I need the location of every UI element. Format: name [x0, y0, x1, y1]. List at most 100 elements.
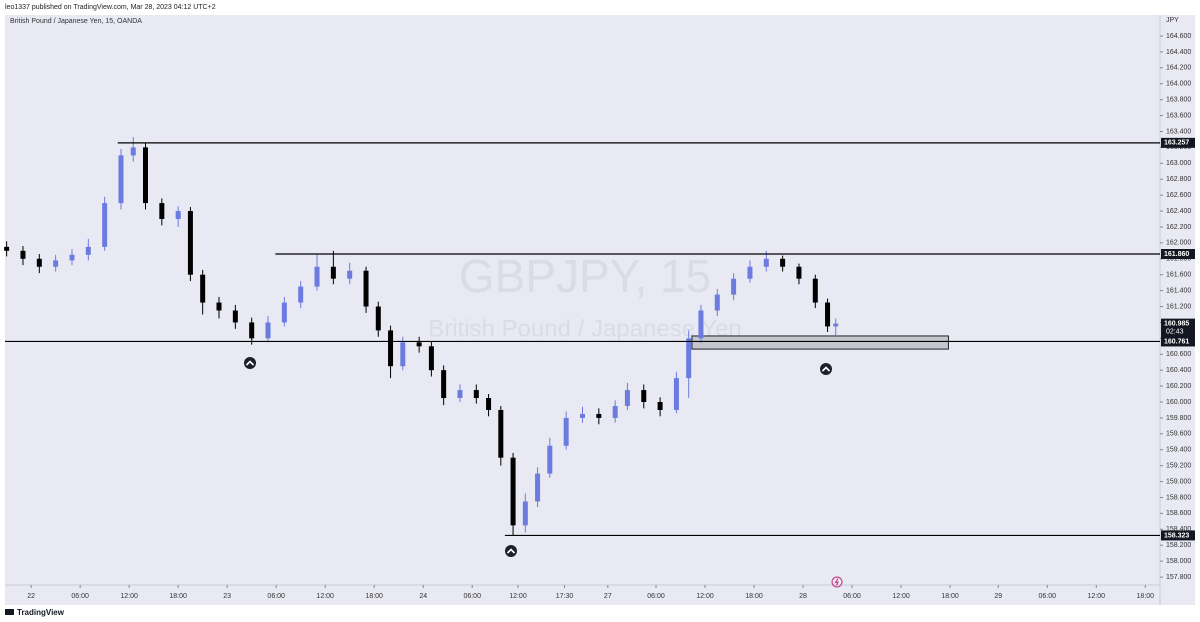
y-tick-label: 163.600 — [1166, 112, 1191, 119]
x-tick-label: 12:00 — [120, 593, 138, 600]
candle-body — [102, 203, 108, 247]
candle-body — [731, 278, 737, 295]
candle-body — [673, 378, 679, 410]
x-tick-label: 23 — [223, 593, 231, 600]
plot — [4, 137, 1160, 537]
y-tick-label: 161.200 — [1166, 303, 1191, 310]
x-tick-label: 18:00 — [1137, 593, 1155, 600]
candle-body — [510, 457, 516, 526]
candle-body — [130, 147, 136, 156]
candle-body — [159, 203, 165, 220]
arrow-marker — [244, 357, 832, 557]
x-tick-label: 18:00 — [365, 593, 383, 600]
y-tick-label: 160.200 — [1166, 383, 1191, 390]
y-tick-label: 160.400 — [1166, 367, 1191, 374]
candle-body — [522, 501, 528, 526]
x-tick-label: 17:30 — [556, 593, 574, 600]
y-tick-label: 159.000 — [1166, 478, 1191, 485]
alert-icon — [831, 576, 843, 588]
x-tick-label: 29 — [994, 593, 1002, 600]
candle-body — [36, 258, 42, 267]
candle-body — [698, 310, 704, 339]
candle-body — [69, 254, 75, 261]
candle-body — [118, 155, 124, 204]
candle-body — [85, 246, 91, 255]
y-axis-label: JPY — [1166, 17, 1179, 24]
x-tick-label: 06:00 — [71, 593, 89, 600]
x-tick-label: 06:00 — [267, 593, 285, 600]
y-tick-label: 162.600 — [1166, 192, 1191, 199]
level-label: 161.860 — [1164, 251, 1189, 258]
level-label-box — [1161, 336, 1195, 347]
x-tick-label: 22 — [27, 593, 35, 600]
y-tick-label: 160.000 — [1166, 399, 1191, 406]
x-tick-label: 18:00 — [941, 593, 959, 600]
x-tick-label: 06:00 — [463, 593, 481, 600]
candle-body — [265, 322, 271, 339]
candle-body — [232, 310, 238, 323]
x-tick-label: 12:00 — [509, 593, 527, 600]
demand-zone — [691, 335, 949, 350]
candle-body — [547, 445, 553, 474]
y-tick-label: 161.400 — [1166, 287, 1191, 294]
y-tick-label: 159.800 — [1166, 415, 1191, 422]
candle-body — [498, 409, 504, 458]
candle-body — [812, 278, 818, 303]
candle-body — [624, 390, 630, 406]
x-tick-label: 12:00 — [1088, 593, 1106, 600]
candle-body — [612, 405, 618, 418]
candle-body — [200, 274, 206, 303]
candle-body — [400, 342, 406, 367]
level-label-box — [1161, 249, 1195, 260]
candle-body — [142, 147, 148, 204]
y-tick-label: 162.800 — [1166, 176, 1191, 183]
y-tick-label: 159.400 — [1166, 447, 1191, 454]
countdown: 02:43 — [1166, 328, 1184, 335]
candle-body — [187, 211, 193, 275]
brand: TradingView — [17, 608, 65, 617]
level-label-box — [1161, 137, 1195, 148]
candle-body — [596, 413, 602, 418]
candle-body — [657, 402, 663, 410]
x-tick-label: 27 — [604, 593, 612, 600]
x-tick-label: 28 — [799, 593, 807, 600]
y-tick-label: 164.200 — [1166, 65, 1191, 72]
y-tick-label: 158.600 — [1166, 510, 1191, 517]
y-tick-label: 162.000 — [1166, 240, 1191, 247]
candle-body — [747, 266, 753, 279]
current-price-label: 160.985 — [1164, 320, 1189, 327]
candle-body — [441, 370, 447, 399]
candle-body — [375, 306, 381, 331]
level-label-box — [1161, 530, 1195, 541]
y-tick-label: 163.000 — [1166, 160, 1191, 167]
candle-body — [763, 258, 769, 267]
candle-body — [825, 302, 831, 327]
x-tick-label: 06:00 — [647, 593, 665, 600]
candle-body — [780, 258, 786, 267]
candle-body — [249, 322, 255, 339]
y-tick-label: 158.400 — [1166, 526, 1191, 533]
candle-body — [535, 473, 541, 502]
x-tick-label: 24 — [419, 593, 427, 600]
candle-body — [796, 266, 802, 279]
y-tick-label: 164.600 — [1166, 33, 1191, 40]
candle-body — [330, 266, 336, 279]
candle-body — [714, 294, 720, 311]
candle-body — [641, 390, 647, 403]
chart-title: British Pound / Japanese Yen, 15, OANDA — [10, 18, 142, 25]
brand-logo — [5, 609, 14, 615]
candle-body — [4, 246, 10, 251]
candle-body — [388, 330, 394, 367]
x-tick-label: 12:00 — [892, 593, 910, 600]
candle-body — [53, 260, 59, 267]
candle-body — [457, 390, 463, 399]
candle-body — [314, 266, 320, 287]
current-price-box — [1161, 318, 1195, 337]
candle-body — [363, 270, 369, 307]
y-tick-label: 158.800 — [1166, 494, 1191, 501]
candle-body — [833, 323, 839, 327]
y-tick-label: 161.600 — [1166, 272, 1191, 279]
x-tick-label: 18:00 — [745, 593, 763, 600]
candle-body — [175, 211, 181, 220]
